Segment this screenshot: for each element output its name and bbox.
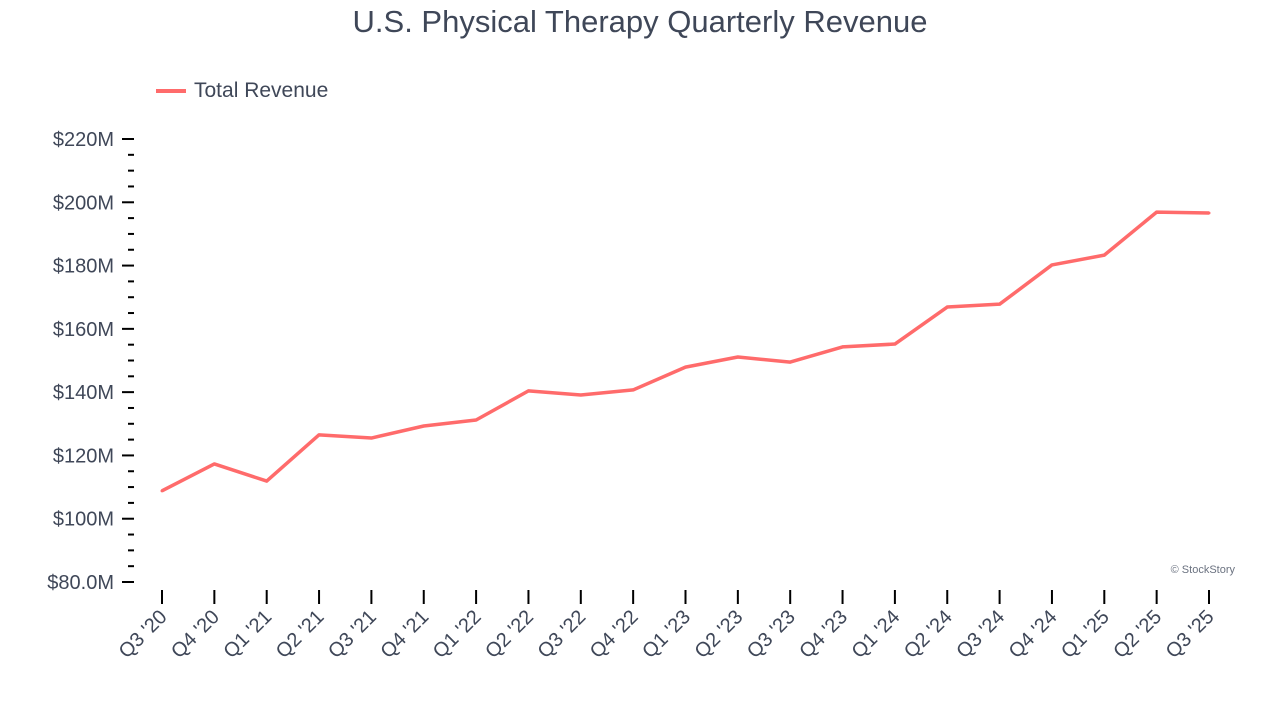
y-tick-label: $180M <box>53 256 114 278</box>
data-point <box>998 302 1002 306</box>
x-tick-label: Q4 '20 <box>167 606 224 663</box>
series-line-total-revenue <box>161 210 1210 493</box>
data-point <box>369 436 373 440</box>
data-point <box>945 305 949 309</box>
x-tick-label: Q2 '24 <box>900 606 957 663</box>
y-tick-label: $120M <box>53 445 114 467</box>
data-point <box>422 424 426 428</box>
y-tick-label: $100M <box>53 509 114 531</box>
x-tick-label: Q2 '22 <box>481 606 538 663</box>
data-point <box>579 393 583 397</box>
x-tick-label: Q4 '21 <box>376 606 433 663</box>
chart-title: U.S. Physical Therapy Quarterly Revenue <box>352 4 928 39</box>
data-point <box>841 345 845 349</box>
x-tick-label: Q3 '20 <box>115 606 172 663</box>
x-tick-label: Q1 '25 <box>1057 606 1114 663</box>
x-tick-label: Q1 '21 <box>219 606 276 663</box>
x-tick-label: Q1 '24 <box>848 606 905 663</box>
x-tick-label: Q1 '22 <box>429 606 486 663</box>
data-point <box>526 389 530 393</box>
data-point <box>684 365 687 369</box>
x-tick-label: Q3 '22 <box>534 606 591 663</box>
x-tick-label: Q2 '23 <box>691 606 748 663</box>
data-point <box>212 462 216 466</box>
legend: Total Revenue <box>156 79 328 103</box>
x-tick-label: Q4 '22 <box>586 606 643 663</box>
data-point <box>160 489 164 493</box>
legend-label-total-revenue: Total Revenue <box>194 79 329 102</box>
x-tick-label: Q2 '25 <box>1109 606 1166 663</box>
data-point <box>1207 211 1211 215</box>
y-tick-label: $200M <box>53 192 114 214</box>
data-point <box>893 342 897 346</box>
y-tick-label: $140M <box>53 382 114 404</box>
data-point <box>1102 253 1106 257</box>
data-point <box>317 433 321 437</box>
x-tick-label: Q3 '23 <box>743 606 800 663</box>
data-point <box>1050 263 1054 267</box>
x-tick-label: Q3 '24 <box>952 606 1009 663</box>
x-tick-label: Q4 '23 <box>795 606 852 663</box>
x-tick-label: Q1 '23 <box>638 606 695 663</box>
x-tick-label: Q2 '21 <box>272 606 329 663</box>
x-tick-label: Q4 '24 <box>1005 606 1062 663</box>
data-point <box>1155 210 1159 214</box>
y-tick-label: $80.0M <box>47 572 114 594</box>
data-point <box>265 479 269 483</box>
x-tick-label: Q3 '21 <box>324 606 381 663</box>
y-tick-label: $220M <box>53 129 114 151</box>
legend-swatch-total-revenue <box>156 89 186 93</box>
credit-watermark: © StockStory <box>1170 564 1235 576</box>
data-point <box>631 388 635 392</box>
data-point <box>474 418 478 422</box>
y-tick-label: $160M <box>53 319 114 341</box>
data-point <box>788 360 792 364</box>
x-tick-label: Q3 '25 <box>1162 606 1219 663</box>
data-point <box>736 355 740 359</box>
